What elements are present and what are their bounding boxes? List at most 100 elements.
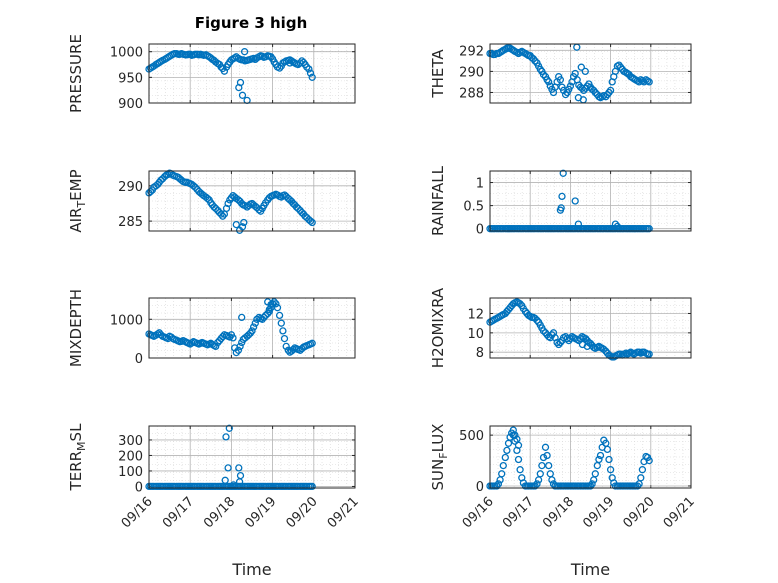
data-point	[606, 466, 615, 474]
data-point	[583, 342, 591, 351]
data-point	[613, 222, 622, 231]
data-point	[509, 46, 517, 54]
data-point	[595, 455, 603, 464]
subplot-5: 0 1000 MIXDEPTH	[67, 289, 356, 367]
scatter-series	[486, 426, 653, 490]
data-point	[238, 313, 246, 322]
data-point	[222, 433, 230, 441]
data-point	[236, 342, 244, 351]
data-point	[235, 478, 244, 486]
y-label-subscript: F	[437, 452, 450, 458]
data-point	[236, 78, 245, 87]
y-tick-label: 292	[459, 44, 484, 59]
data-point	[588, 480, 596, 488]
data-point	[303, 63, 311, 71]
data-point	[571, 69, 579, 78]
axes-frame	[148, 43, 356, 104]
y-tick-label: 0.5	[463, 200, 484, 215]
data-point	[558, 192, 566, 201]
data-point	[222, 204, 231, 213]
data-point	[531, 57, 539, 65]
axes-frame	[148, 425, 356, 489]
y-tick-label: 10	[467, 327, 484, 342]
data-point	[220, 67, 229, 75]
data-point	[306, 69, 315, 77]
data-point	[275, 311, 284, 320]
data-point	[640, 78, 648, 86]
data-point	[606, 86, 615, 95]
data-point	[645, 78, 653, 86]
x-tick-label: 09/18	[201, 494, 238, 531]
data-point	[541, 443, 550, 451]
data-point	[238, 91, 247, 99]
data-point	[499, 461, 507, 470]
scatter-series	[145, 424, 316, 491]
data-point	[531, 482, 539, 490]
x-axis-label: Time	[231, 560, 271, 579]
data-point	[275, 64, 284, 72]
data-point	[249, 323, 258, 331]
data-point	[212, 342, 220, 351]
data-point	[600, 345, 608, 353]
y-tick-label: 12	[467, 307, 484, 322]
y-axis-label: PRESSURE	[67, 34, 85, 113]
scatter-series	[486, 169, 653, 233]
data-point	[280, 334, 289, 343]
y-tick-label: 500	[459, 429, 484, 444]
data-point	[272, 300, 280, 308]
x-tick-label: 09/21	[661, 494, 698, 531]
data-point	[308, 339, 316, 347]
data-point	[251, 319, 259, 327]
data-point	[277, 319, 285, 327]
data-point	[605, 455, 613, 464]
y-axis-label: SUNFLUX	[429, 424, 450, 491]
y-label-main: RAINFALL	[429, 165, 447, 236]
y-label-tail: SL	[67, 423, 85, 442]
data-point	[538, 461, 546, 470]
y-label-subscript: M	[75, 441, 88, 451]
data-point	[189, 182, 198, 190]
data-point	[556, 76, 565, 84]
y-tick-label: 100	[118, 465, 143, 480]
data-point	[212, 204, 220, 213]
scatter-series	[145, 298, 316, 357]
y-tick-label: 0	[135, 352, 143, 367]
subplot-6: 8 10 12 H2OMIXRA	[429, 287, 692, 368]
data-point	[224, 464, 232, 472]
data-point	[158, 175, 167, 183]
y-label-main: PRESSURE	[67, 34, 85, 113]
y-tick-label: 900	[118, 97, 143, 112]
y-label-main: TERR	[67, 451, 85, 492]
data-point	[279, 327, 287, 335]
x-tick-label: 09/19	[242, 494, 279, 531]
x-tick-label: 09/20	[284, 494, 321, 531]
x-tick-label: 09/17	[160, 494, 197, 531]
y-label-main: MIXDEPTH	[67, 289, 85, 367]
y-tick-label: 200	[118, 449, 143, 464]
data-point	[238, 223, 247, 231]
y-label-tail: LUX	[429, 424, 447, 453]
axes-frame	[489, 425, 692, 489]
data-point	[574, 94, 583, 102]
x-tick-label: 09/18	[540, 494, 577, 531]
y-axis-label: THETA	[429, 49, 447, 99]
data-point	[248, 327, 256, 335]
data-point	[516, 300, 524, 308]
data-point	[548, 476, 556, 484]
data-point	[299, 58, 308, 67]
x-tick-label: 09/20	[621, 494, 658, 531]
data-point	[498, 470, 506, 478]
y-tick-label: 285	[118, 215, 143, 230]
data-point	[294, 204, 302, 213]
data-point	[494, 480, 503, 488]
subplot-2: 288 290 292 THETA	[429, 43, 692, 104]
data-point	[514, 455, 523, 464]
scatter-series	[486, 298, 653, 361]
data-point	[603, 445, 612, 454]
axes-frame	[148, 297, 356, 359]
data-point	[191, 183, 199, 191]
data-point	[273, 304, 282, 312]
data-point	[543, 451, 551, 460]
figure-title: Figure 3 high	[195, 14, 308, 32]
